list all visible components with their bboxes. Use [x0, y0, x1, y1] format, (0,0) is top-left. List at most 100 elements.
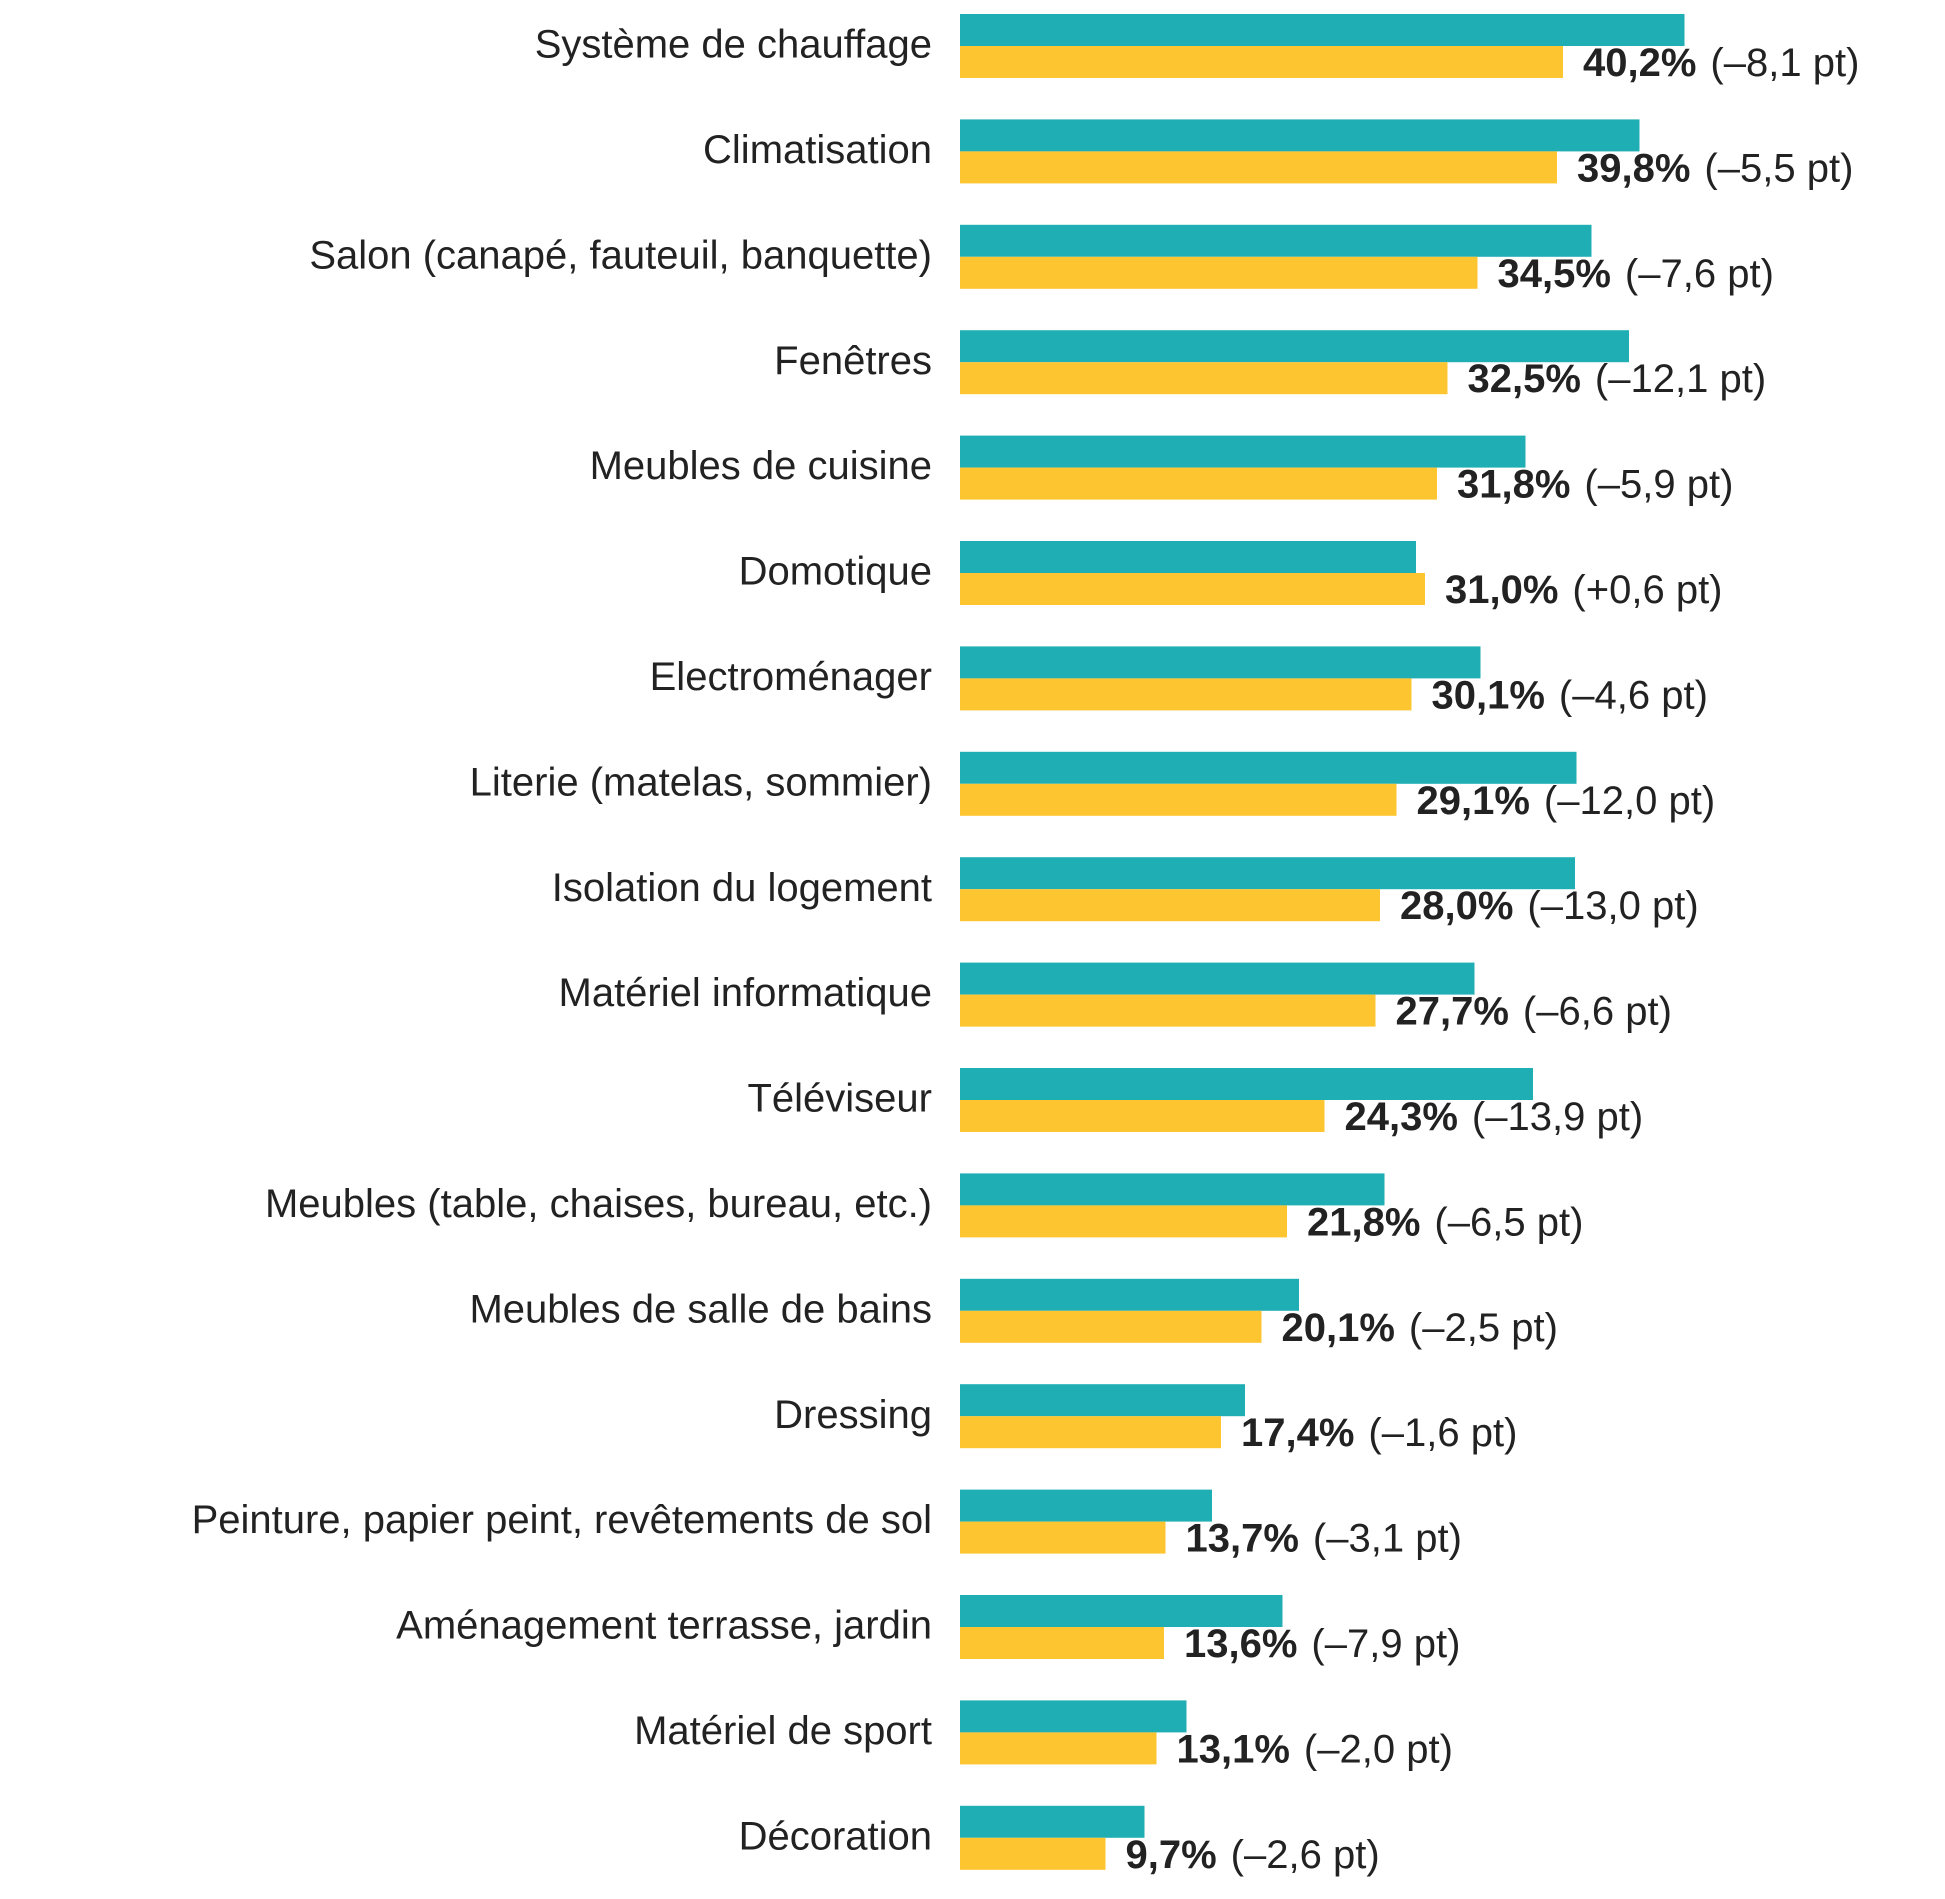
bar [960, 1100, 1325, 1132]
bar [960, 889, 1380, 922]
change: (–7,6 pt) [1625, 251, 1774, 295]
bar [960, 46, 1563, 78]
bar [960, 1416, 1221, 1449]
value-label: 29,1% (–12,0 pt) [1417, 778, 1716, 822]
bar [960, 1068, 1533, 1100]
bar [960, 224, 1592, 257]
category-label: Matériel de sport [634, 1709, 932, 1753]
change: (–5,9 pt) [1584, 462, 1733, 506]
bar [960, 1489, 1212, 1522]
change: (–2,0 pt) [1304, 1727, 1453, 1771]
category-label: Isolation du logement [552, 866, 932, 910]
bar [960, 994, 1376, 1027]
category-label: Système de chauffage [535, 23, 932, 67]
category-label: Domotique [739, 550, 932, 594]
bar [960, 467, 1437, 500]
value: 13,6% [1184, 1622, 1297, 1666]
category-label: Electroménager [650, 655, 932, 699]
bar [960, 573, 1425, 605]
bar [960, 1521, 1166, 1554]
value-label: 20,1% (–2,5 pt) [1282, 1305, 1558, 1349]
change: (–3,1 pt) [1313, 1516, 1462, 1560]
value: 13,1% [1177, 1727, 1290, 1771]
change: (–6,6 pt) [1523, 989, 1672, 1033]
value-label: 28,0% (–13,0 pt) [1400, 884, 1699, 928]
bar [960, 1627, 1164, 1659]
value: 9,7% [1126, 1832, 1217, 1876]
value-label: 30,1% (–4,6 pt) [1432, 673, 1708, 717]
value: 28,0% [1400, 884, 1513, 928]
change: (–5,5 pt) [1704, 146, 1853, 190]
category-label: Aménagement terrasse, jardin [396, 1604, 932, 1648]
category-label: Dressing [774, 1393, 932, 1437]
category-label: Décoration [739, 1814, 932, 1858]
change: (–12,0 pt) [1544, 778, 1715, 822]
change: (–13,0 pt) [1527, 884, 1698, 928]
bar [960, 751, 1577, 784]
value: 27,7% [1396, 989, 1509, 1033]
change: (+0,6 pt) [1572, 568, 1722, 612]
category-label: Peinture, papier peint, revêtements de s… [192, 1498, 932, 1542]
change: (–4,6 pt) [1559, 673, 1708, 717]
bar [960, 541, 1416, 573]
value-label: 31,0% (+0,6 pt) [1445, 568, 1723, 612]
value: 17,4% [1241, 1411, 1354, 1455]
value: 21,8% [1307, 1200, 1420, 1244]
value: 39,8% [1577, 146, 1690, 190]
category-label: Literie (matelas, sommier) [470, 760, 932, 804]
change: (–8,1 pt) [1710, 41, 1859, 85]
value-label: 9,7% (–2,6 pt) [1126, 1832, 1380, 1876]
bar [960, 1805, 1145, 1838]
bar [960, 14, 1685, 46]
bar [960, 256, 1478, 289]
value-label: 34,5% (–7,6 pt) [1498, 251, 1774, 295]
bar [960, 119, 1640, 152]
change: (–13,9 pt) [1472, 1095, 1643, 1139]
bar [960, 1278, 1299, 1311]
bar [960, 1837, 1106, 1870]
bar [960, 678, 1412, 711]
category-label: Meubles (table, chaises, bureau, etc.) [265, 1182, 932, 1226]
value: 31,8% [1457, 462, 1570, 506]
bar [960, 857, 1575, 890]
value-label: 24,3% (–13,9 pt) [1345, 1095, 1644, 1139]
category-label: Matériel informatique [559, 971, 933, 1015]
value-label: 17,4% (–1,6 pt) [1241, 1411, 1517, 1455]
category-label: Fenêtres [774, 339, 932, 383]
bar [960, 962, 1475, 995]
bar [960, 435, 1526, 468]
value-label: 40,2% (–8,1 pt) [1583, 41, 1859, 85]
category-label: Salon (canapé, fauteuil, banquette) [309, 233, 932, 277]
bar [960, 646, 1481, 679]
value-label: 13,6% (–7,9 pt) [1184, 1622, 1460, 1666]
bar [960, 783, 1397, 816]
bar [960, 151, 1557, 184]
category-label: Meubles de salle de bains [469, 1287, 932, 1331]
change: (–1,6 pt) [1368, 1411, 1517, 1455]
value-label: 13,7% (–3,1 pt) [1186, 1516, 1462, 1560]
category-label: Téléviseur [747, 1077, 932, 1121]
value: 13,7% [1186, 1516, 1299, 1560]
bar [960, 1205, 1287, 1238]
bar [960, 1700, 1187, 1733]
change: (–2,5 pt) [1409, 1305, 1558, 1349]
bar [960, 1384, 1245, 1417]
bar [960, 1173, 1385, 1206]
bar [960, 1595, 1283, 1627]
bar [960, 330, 1629, 363]
value-label: 31,8% (–5,9 pt) [1457, 462, 1733, 506]
change: (–2,6 pt) [1231, 1832, 1380, 1876]
value: 29,1% [1417, 778, 1530, 822]
value: 32,5% [1468, 357, 1581, 401]
value: 40,2% [1583, 41, 1696, 85]
value-label: 32,5% (–12,1 pt) [1468, 357, 1767, 401]
category-label: Meubles de cuisine [590, 444, 932, 488]
change: (–12,1 pt) [1595, 357, 1766, 401]
change: (–7,9 pt) [1311, 1622, 1460, 1666]
value: 30,1% [1432, 673, 1545, 717]
value: 24,3% [1345, 1095, 1458, 1139]
value-label: 39,8% (–5,5 pt) [1577, 146, 1853, 190]
value: 20,1% [1282, 1305, 1395, 1349]
value-label: 13,1% (–2,0 pt) [1177, 1727, 1453, 1771]
